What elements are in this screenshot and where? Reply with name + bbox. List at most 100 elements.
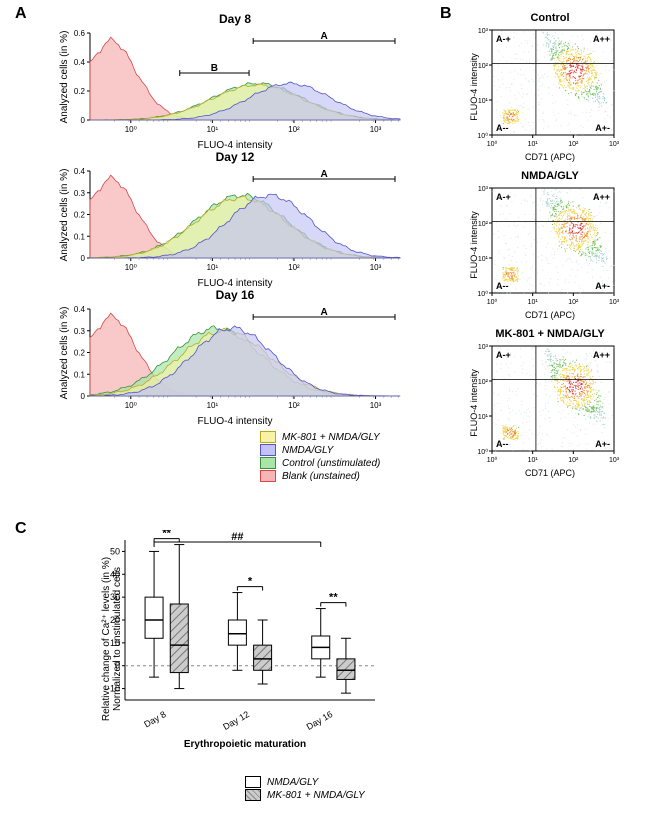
svg-text:0.2: 0.2 (74, 87, 86, 96)
svg-text:10¹: 10¹ (528, 457, 539, 464)
svg-text:0: 0 (81, 254, 86, 263)
svg-text:10¹: 10¹ (528, 299, 539, 306)
svg-text:A+-: A+- (595, 439, 610, 449)
histogram-day12: Day 12 Analyzed cells (in %) 00.10.20.30… (60, 150, 410, 280)
legend-swatch (260, 431, 276, 443)
svg-text:10⁰: 10⁰ (487, 456, 498, 464)
panel-a-legend: MK-801 + NMDA/GLY NMDA/GLY Control (unstim… (260, 430, 380, 483)
legend-label: Control (unstimulated) (282, 458, 380, 469)
svg-text:A-+: A-+ (496, 192, 511, 202)
boxplot-x-label: Erythropoietic maturation (85, 739, 405, 750)
svg-text:**: ** (329, 592, 338, 604)
scatter-nmda: NMDA/GLY FLUO-4 intensity A-+ A++ A-- A+… (470, 170, 630, 320)
figure-root: A B C Day 8 Analyzed cells (in %) 0 0.2 0.… (0, 0, 650, 815)
boxplot-y-label: Relative change of Ca²⁺ levels (in %)Nor… (101, 557, 123, 721)
legend-label: NMDA/GLY (267, 777, 318, 788)
legend-label: NMDA/GLY (282, 445, 333, 456)
legend-label: Blank (unstained) (282, 471, 360, 482)
histogram-y-label: Analyzed cells (in %) (59, 169, 70, 262)
svg-text:10³: 10³ (370, 125, 382, 134)
scatter-mk801: MK-801 + NMDA/GLY FLUO-4 intensity A-+ A… (470, 328, 630, 478)
histogram-svg: 00.10.20.30.4 10⁰10¹10²10³ A (60, 304, 410, 414)
scatter-title: Control (470, 12, 630, 24)
panel-c-label: C (15, 520, 27, 538)
svg-text:A: A (320, 307, 327, 318)
svg-text:Day 12: Day 12 (221, 709, 251, 730)
svg-text:10²: 10² (478, 221, 489, 228)
svg-text:10²: 10² (568, 457, 579, 464)
legend-item: MK-801 + NMDA/GLY (245, 789, 365, 801)
svg-text:10²: 10² (288, 125, 300, 134)
svg-text:A-+: A-+ (496, 350, 511, 360)
svg-text:A++: A++ (593, 34, 610, 44)
svg-text:10⁰: 10⁰ (125, 401, 137, 410)
histogram-y-label: Analyzed cells (in %) (59, 31, 70, 124)
svg-text:10⁰: 10⁰ (487, 140, 498, 148)
svg-text:*: * (248, 576, 253, 588)
svg-text:B: B (211, 63, 218, 74)
scatter-x-label: CD71 (APC) (470, 468, 630, 478)
histogram-title: Day 8 (60, 12, 410, 26)
svg-text:0.3: 0.3 (74, 327, 86, 336)
legend-label: MK-801 + NMDA/GLY (282, 432, 380, 443)
svg-text:10⁰: 10⁰ (477, 448, 488, 456)
legend-swatch (260, 444, 276, 456)
svg-text:0.4: 0.4 (74, 58, 86, 67)
scatter-y-label: FLUO-4 intensity (469, 369, 479, 437)
svg-text:10³: 10³ (478, 28, 489, 35)
legend-swatch (260, 470, 276, 482)
boxplot-panel: Relative change of Ca²⁺ levels (in %)Nor… (85, 530, 405, 790)
legend-swatch (260, 457, 276, 469)
legend-label: MK-801 + NMDA/GLY (267, 790, 365, 801)
svg-text:Day 8: Day 8 (142, 709, 167, 729)
svg-text:Day 16: Day 16 (305, 709, 335, 730)
panel-c-legend: NMDA/GLY MK-801 + NMDA/GLY (245, 775, 365, 802)
svg-text:0.2: 0.2 (74, 349, 86, 358)
svg-text:A++: A++ (593, 350, 610, 360)
legend-item: NMDA/GLY (260, 444, 380, 456)
svg-text:0: 0 (81, 392, 86, 401)
svg-text:10¹: 10¹ (528, 141, 539, 148)
scatter-y-label: FLUO-4 intensity (469, 53, 479, 121)
svg-text:10¹: 10¹ (207, 125, 219, 134)
svg-text:10³: 10³ (370, 401, 382, 410)
scatter-x-label: CD71 (APC) (470, 310, 630, 320)
svg-text:10³: 10³ (609, 141, 620, 148)
svg-text:10³: 10³ (478, 186, 489, 193)
svg-text:10²: 10² (478, 63, 489, 70)
svg-text:10¹: 10¹ (478, 256, 489, 263)
svg-text:A--: A-- (496, 439, 509, 449)
svg-text:A--: A-- (496, 281, 509, 291)
svg-text:A--: A-- (496, 123, 509, 133)
svg-text:0.3: 0.3 (74, 189, 86, 198)
scatter-title: MK-801 + NMDA/GLY (470, 328, 630, 340)
svg-text:0.1: 0.1 (74, 370, 86, 379)
histogram-day8: Day 8 Analyzed cells (in %) 0 0.2 0.4 0.6 1… (60, 12, 410, 142)
svg-text:**: ** (162, 530, 171, 540)
scatter-svg: A-+ A++ A-- A+- 10⁰10¹10²10³ 10⁰10¹10²10… (470, 26, 620, 151)
panel-b-label: B (440, 5, 452, 23)
legend-swatch (245, 776, 261, 788)
svg-text:10²: 10² (478, 379, 489, 386)
svg-text:10¹: 10¹ (207, 401, 219, 410)
histogram-title: Day 12 (60, 150, 410, 164)
svg-text:A+-: A+- (595, 281, 610, 291)
panel-a-label: A (15, 5, 27, 23)
histogram-svg: 00.20.40.6 10⁰10¹10²10³ A B (60, 28, 410, 138)
svg-text:0: 0 (81, 116, 86, 125)
svg-text:A+-: A+- (595, 123, 610, 133)
svg-text:0.4: 0.4 (74, 167, 86, 176)
svg-text:10⁰: 10⁰ (125, 263, 137, 272)
boxplot-svg: -1001020304050 Day 8Day 12Day 16 (85, 530, 385, 730)
svg-text:10³: 10³ (609, 299, 620, 306)
svg-text:10³: 10³ (370, 263, 382, 272)
svg-text:0.6: 0.6 (74, 29, 86, 38)
legend-item: Control (unstimulated) (260, 457, 380, 469)
legend-item: NMDA/GLY (245, 776, 365, 788)
svg-text:10⁰: 10⁰ (125, 125, 137, 134)
svg-text:10⁰: 10⁰ (477, 132, 488, 140)
scatter-control: Control FLUO-4 intensity A-+ A++ A-- A+-… (470, 12, 630, 162)
histogram-y-label: Analyzed cells (in %) (59, 307, 70, 400)
svg-text:A: A (320, 169, 327, 180)
svg-text:##: ## (231, 531, 243, 543)
